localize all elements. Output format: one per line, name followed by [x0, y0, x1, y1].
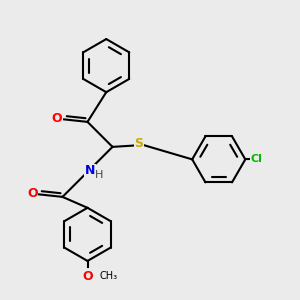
- Text: S: S: [135, 137, 144, 150]
- Text: O: O: [52, 112, 62, 125]
- Text: Cl: Cl: [251, 154, 263, 164]
- Text: O: O: [27, 187, 38, 200]
- Text: O: O: [82, 270, 93, 283]
- Text: N: N: [85, 164, 95, 177]
- Text: CH₃: CH₃: [100, 271, 118, 281]
- Text: H: H: [95, 170, 103, 180]
